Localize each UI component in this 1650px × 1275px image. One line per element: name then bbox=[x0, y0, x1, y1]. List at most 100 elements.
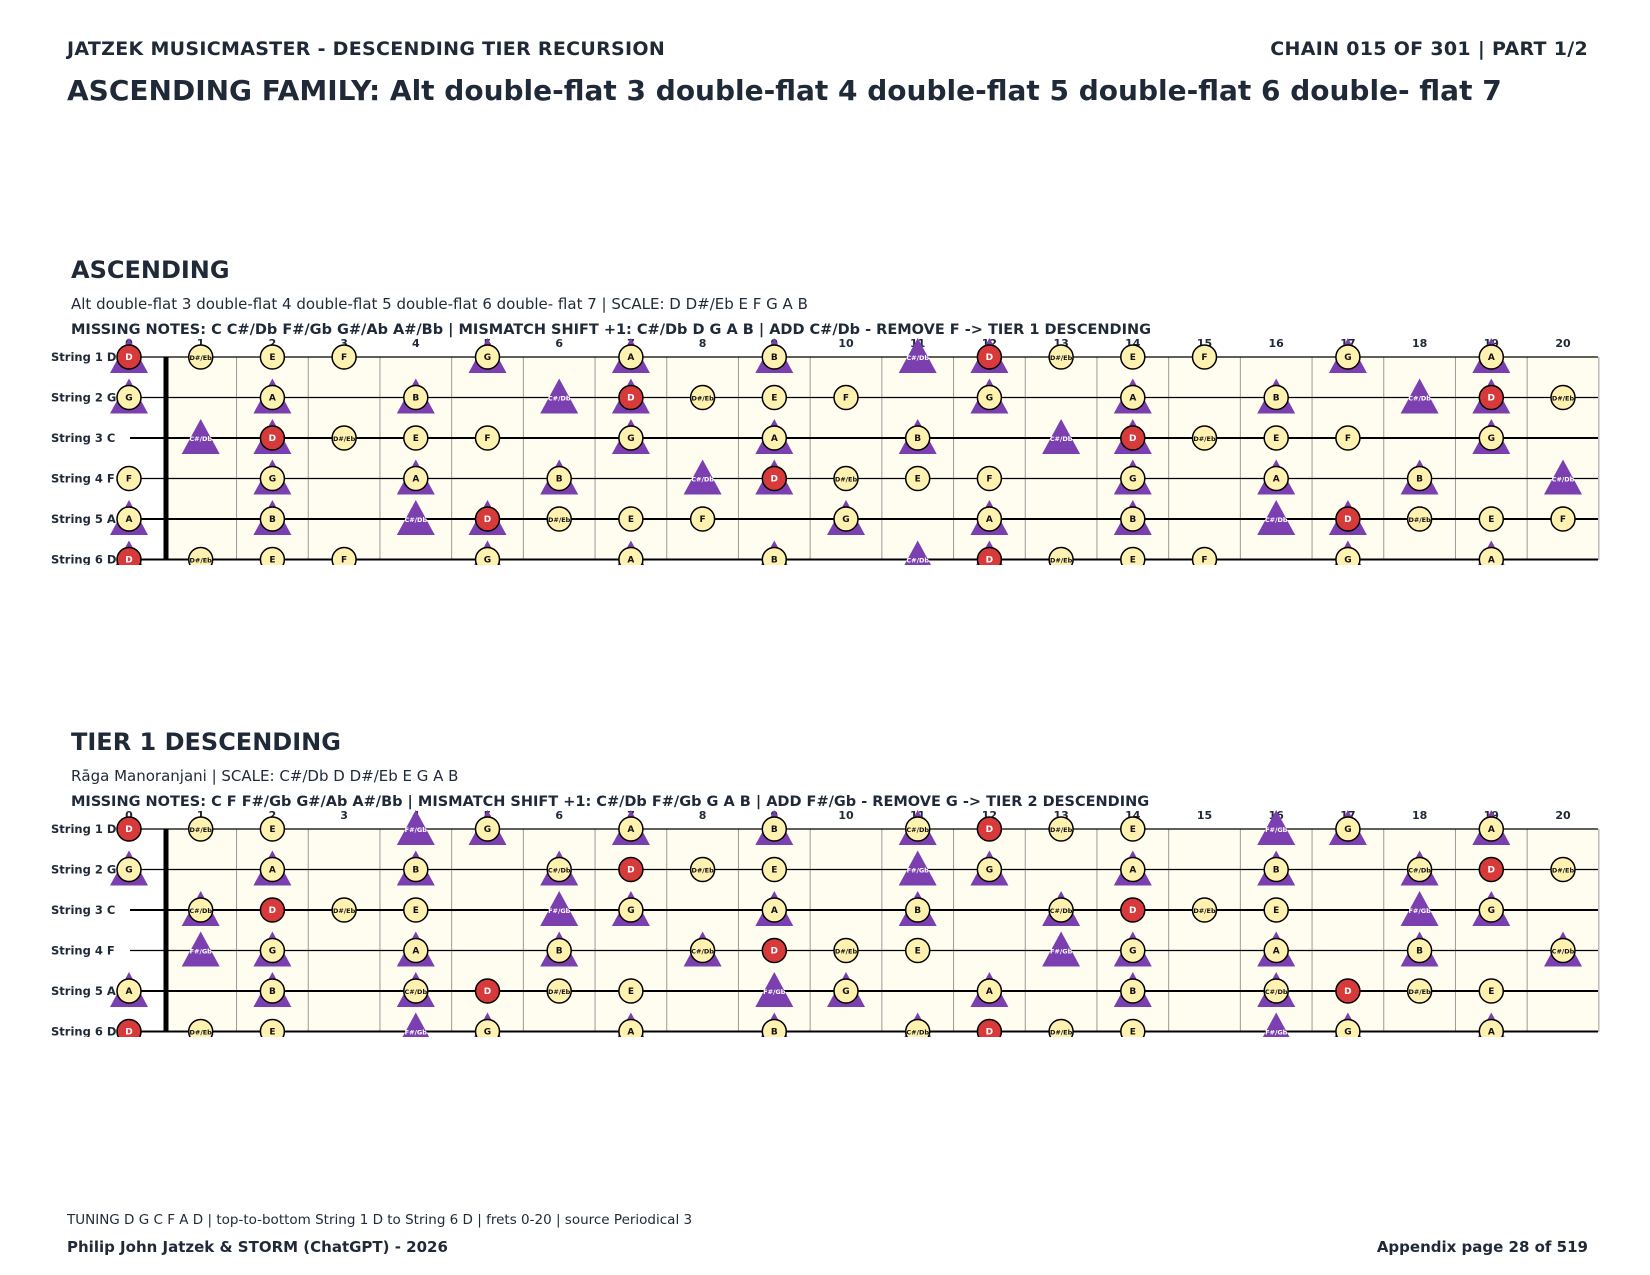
string-label: String 4 F bbox=[51, 472, 115, 486]
fret-number: 8 bbox=[699, 809, 707, 822]
note-marker bbox=[116, 856, 142, 883]
note-marker bbox=[1550, 506, 1576, 532]
note-marker bbox=[1550, 384, 1576, 411]
note-label: A bbox=[627, 1028, 634, 1038]
fret-number: 3 bbox=[340, 809, 348, 822]
fret-number: 6 bbox=[555, 337, 563, 350]
note-marker bbox=[1048, 897, 1074, 923]
note-label: G bbox=[627, 906, 634, 916]
note-label: G bbox=[986, 394, 993, 404]
note-label: E bbox=[1130, 353, 1136, 363]
note-marker bbox=[259, 1018, 286, 1037]
triangle-note-label: C#/Db bbox=[404, 516, 427, 524]
note-label: B bbox=[269, 515, 276, 525]
note-label: B bbox=[1273, 394, 1280, 404]
note-marker bbox=[1478, 546, 1505, 565]
note-label: A bbox=[1488, 556, 1495, 566]
note-marker bbox=[976, 384, 1003, 411]
note-label: D bbox=[1129, 434, 1136, 444]
note-label: G bbox=[842, 987, 849, 997]
triangle-note-label: F#/Gb bbox=[548, 907, 571, 915]
triangle-note-label: C#/Db bbox=[691, 476, 714, 484]
note-marker bbox=[904, 425, 931, 451]
note-label: C#/Db bbox=[189, 907, 212, 915]
note-label: G bbox=[1344, 1028, 1351, 1038]
triangle-note-label: F#/Gb bbox=[1408, 907, 1431, 915]
note-label: D bbox=[269, 906, 276, 916]
note-label: D#/Eb bbox=[835, 948, 858, 956]
note-label: D bbox=[1488, 394, 1495, 404]
note-label: D bbox=[986, 353, 993, 363]
root-note-marker bbox=[259, 425, 286, 451]
note-marker bbox=[1406, 937, 1433, 964]
note-label: B bbox=[412, 866, 419, 876]
note-label: D#/Eb bbox=[548, 516, 571, 524]
note-label: D#/Eb bbox=[190, 1029, 213, 1037]
note-marker bbox=[976, 506, 1003, 532]
note-label: C#/Db bbox=[906, 1029, 929, 1037]
note-marker bbox=[833, 978, 859, 1004]
note-label: G bbox=[125, 394, 132, 404]
fretboard-diagram-ascending: String 1 D String 2 G String 3 C String 4 F… bbox=[51, 337, 1600, 566]
fretboard-diagram-tier1: String 1 D String 2 G String 3 C String 4 F… bbox=[51, 809, 1600, 1038]
note-marker bbox=[403, 425, 429, 451]
note-label: E bbox=[1273, 906, 1279, 916]
string-label: String 3 C bbox=[51, 903, 115, 917]
note-label: E bbox=[915, 947, 921, 957]
note-label: E bbox=[269, 1028, 275, 1038]
note-label: D bbox=[125, 353, 132, 363]
note-marker bbox=[1120, 506, 1146, 532]
fret-number: 15 bbox=[1197, 809, 1212, 822]
triangle-note-label: F#/Gb bbox=[1265, 826, 1288, 834]
note-label: D bbox=[986, 825, 993, 835]
note-label: D#/Eb bbox=[1552, 867, 1575, 875]
note-label: E bbox=[1488, 987, 1494, 997]
note-label: C#/Db bbox=[1408, 867, 1431, 875]
triangle-note-label: C#/Db bbox=[906, 354, 929, 362]
note-label: D#/Eb bbox=[691, 867, 714, 875]
note-marker bbox=[1120, 344, 1146, 370]
note-label: D#/Eb bbox=[548, 988, 571, 996]
note-marker bbox=[1120, 384, 1146, 411]
string-label: String 5 A bbox=[51, 512, 116, 526]
note-label: D#/Eb bbox=[1552, 395, 1575, 403]
note-marker bbox=[259, 344, 286, 370]
fret-number: 6 bbox=[555, 809, 563, 822]
note-marker bbox=[618, 344, 644, 370]
note-marker bbox=[474, 816, 501, 842]
note-label: C#/Db bbox=[548, 867, 571, 875]
note-marker bbox=[116, 506, 142, 532]
note-label: A bbox=[1273, 475, 1280, 485]
note-marker bbox=[1263, 897, 1289, 923]
string-label: String 2 G bbox=[51, 391, 116, 405]
triangle-note-label: C#/Db bbox=[548, 395, 571, 403]
note-label: G bbox=[1344, 353, 1351, 363]
note-marker bbox=[1406, 856, 1433, 883]
note-marker bbox=[1120, 816, 1146, 842]
note-label: C#/Db bbox=[1265, 988, 1288, 996]
note-label: B bbox=[269, 987, 276, 997]
note-marker bbox=[403, 384, 429, 411]
note-marker bbox=[689, 856, 716, 883]
note-label: G bbox=[1488, 906, 1495, 916]
string-label: String 6 D bbox=[51, 553, 116, 566]
triangle-note-label: C#/Db bbox=[1408, 395, 1431, 403]
note-marker bbox=[546, 506, 572, 532]
note-label: G bbox=[842, 515, 849, 525]
note-marker bbox=[1191, 425, 1218, 451]
root-note-marker bbox=[761, 937, 788, 964]
note-label: D#/Eb bbox=[190, 354, 213, 362]
note-label: E bbox=[771, 866, 777, 876]
note-marker bbox=[1120, 1018, 1146, 1037]
note-label: A bbox=[126, 515, 133, 525]
note-label: B bbox=[1416, 947, 1423, 957]
note-marker bbox=[1478, 978, 1505, 1004]
string-label: String 6 D bbox=[51, 1025, 116, 1038]
note-marker bbox=[331, 425, 357, 451]
root-note-marker bbox=[1478, 384, 1505, 411]
note-label: E bbox=[1130, 825, 1136, 835]
note-label: C#/Db bbox=[1552, 948, 1575, 956]
note-label: G bbox=[1344, 825, 1351, 835]
note-label: D bbox=[771, 475, 778, 485]
fret-number: 20 bbox=[1555, 337, 1571, 350]
